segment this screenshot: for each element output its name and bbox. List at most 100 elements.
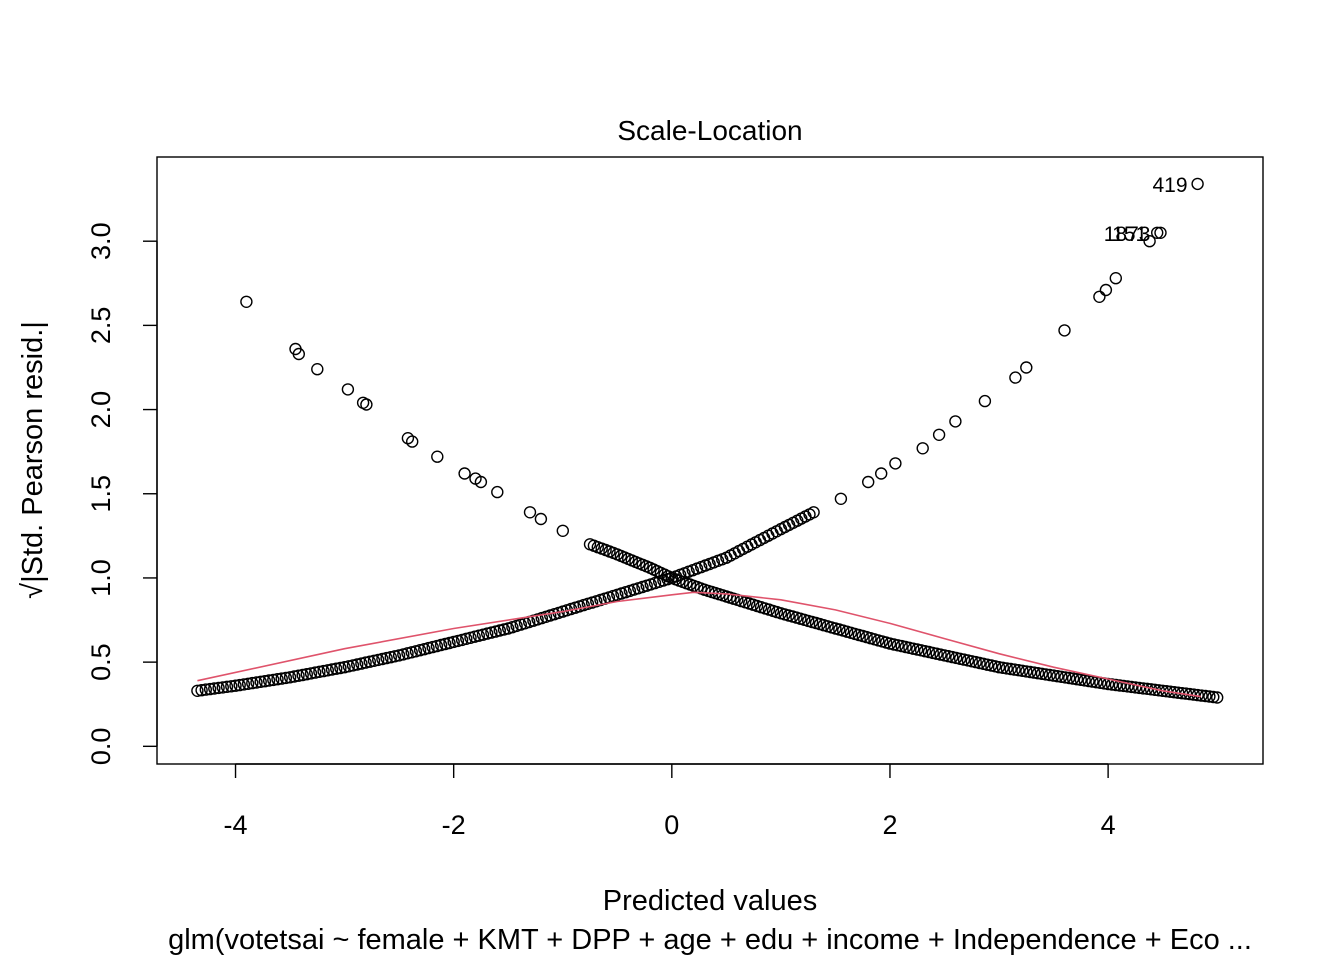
data-point <box>1055 670 1068 683</box>
data-point <box>367 654 381 667</box>
data-point <box>292 669 305 682</box>
data-point <box>359 656 372 669</box>
data-point <box>271 673 284 686</box>
data-point <box>376 652 389 666</box>
point-label: 419 <box>1153 174 1188 197</box>
data-point <box>195 684 208 697</box>
data-point <box>330 662 343 675</box>
data-point <box>1051 670 1064 683</box>
data-point <box>233 678 246 692</box>
data-point <box>325 663 339 676</box>
x-tick-label: 4 <box>1101 810 1116 840</box>
data-point <box>363 655 376 668</box>
data-point <box>1058 324 1071 337</box>
data-point <box>875 467 888 480</box>
y-tick-label: 1.0 <box>86 559 116 597</box>
data-point <box>916 442 929 455</box>
data-point <box>258 675 272 688</box>
data-point <box>296 668 309 682</box>
data-point <box>321 664 334 677</box>
data-point <box>1020 665 1033 678</box>
data-point <box>240 295 253 308</box>
data-point <box>727 592 740 605</box>
data-point <box>1093 290 1106 303</box>
data-point <box>996 661 1010 674</box>
data-point <box>338 661 351 674</box>
data-point <box>1191 177 1204 191</box>
data-point <box>662 570 675 583</box>
data-point <box>1143 234 1156 248</box>
data-point <box>1027 666 1041 679</box>
data-point <box>262 674 276 687</box>
y-tick-label: 0.0 <box>86 728 116 766</box>
data-point <box>292 347 305 361</box>
point-label: 151 <box>1112 223 1147 246</box>
y-axis-title: √|Std. Pearson resid.| <box>17 321 49 599</box>
smoother-line <box>197 591 1201 698</box>
data-point <box>1150 226 1164 240</box>
data-point <box>1012 664 1025 677</box>
data-point <box>401 432 415 445</box>
data-point <box>237 678 251 691</box>
data-point <box>1009 371 1022 384</box>
data-point <box>803 508 816 521</box>
data-point <box>949 415 962 428</box>
data-point <box>932 428 946 441</box>
data-point <box>380 651 393 665</box>
data-point <box>311 363 324 376</box>
data-point <box>1078 674 1091 687</box>
data-point <box>346 659 360 672</box>
data-point <box>1043 668 1056 682</box>
data-point <box>317 664 330 678</box>
data-point <box>313 665 326 678</box>
data-point <box>1113 679 1127 692</box>
data-point <box>208 682 221 695</box>
data-point <box>1099 283 1113 297</box>
data-point <box>1000 662 1013 675</box>
data-point <box>360 398 373 411</box>
data-point <box>283 671 297 684</box>
data-point <box>556 524 569 537</box>
data-point <box>1210 691 1224 704</box>
data-point <box>341 383 355 396</box>
data-point <box>342 660 355 673</box>
data-point <box>834 492 848 505</box>
data-point <box>388 650 402 663</box>
data-point <box>212 681 225 695</box>
data-point <box>443 636 456 650</box>
data-point <box>334 661 347 675</box>
data-point <box>523 506 537 519</box>
data-point <box>934 648 947 661</box>
data-point <box>220 680 234 693</box>
data-point <box>770 605 784 619</box>
y-tick-label: 0.5 <box>86 643 116 681</box>
data-point <box>1039 668 1053 681</box>
data-point <box>497 623 511 636</box>
data-point <box>288 670 301 683</box>
data-point <box>474 475 488 489</box>
x-axis: -4 -2 0 2 4 <box>224 763 1116 840</box>
data-point <box>1023 665 1037 679</box>
smoother-layer <box>197 591 1201 698</box>
y-tick-label: 1.5 <box>86 475 116 513</box>
data-point <box>694 582 708 595</box>
data-point <box>458 467 471 480</box>
data-point <box>1066 672 1080 685</box>
data-point <box>372 653 385 667</box>
data-point <box>191 684 204 697</box>
points-layer <box>191 177 1224 704</box>
data-point <box>1125 680 1138 694</box>
data-point <box>351 658 364 671</box>
data-point <box>431 450 444 463</box>
data-point <box>309 666 322 679</box>
x-axis-title: Predicted values <box>603 885 817 917</box>
data-point <box>889 457 902 470</box>
data-point <box>491 485 504 499</box>
data-point <box>304 667 318 680</box>
data-point <box>640 560 653 573</box>
data-point <box>267 673 280 687</box>
data-point <box>229 679 242 692</box>
data-point <box>1109 272 1123 285</box>
data-point <box>825 621 838 634</box>
